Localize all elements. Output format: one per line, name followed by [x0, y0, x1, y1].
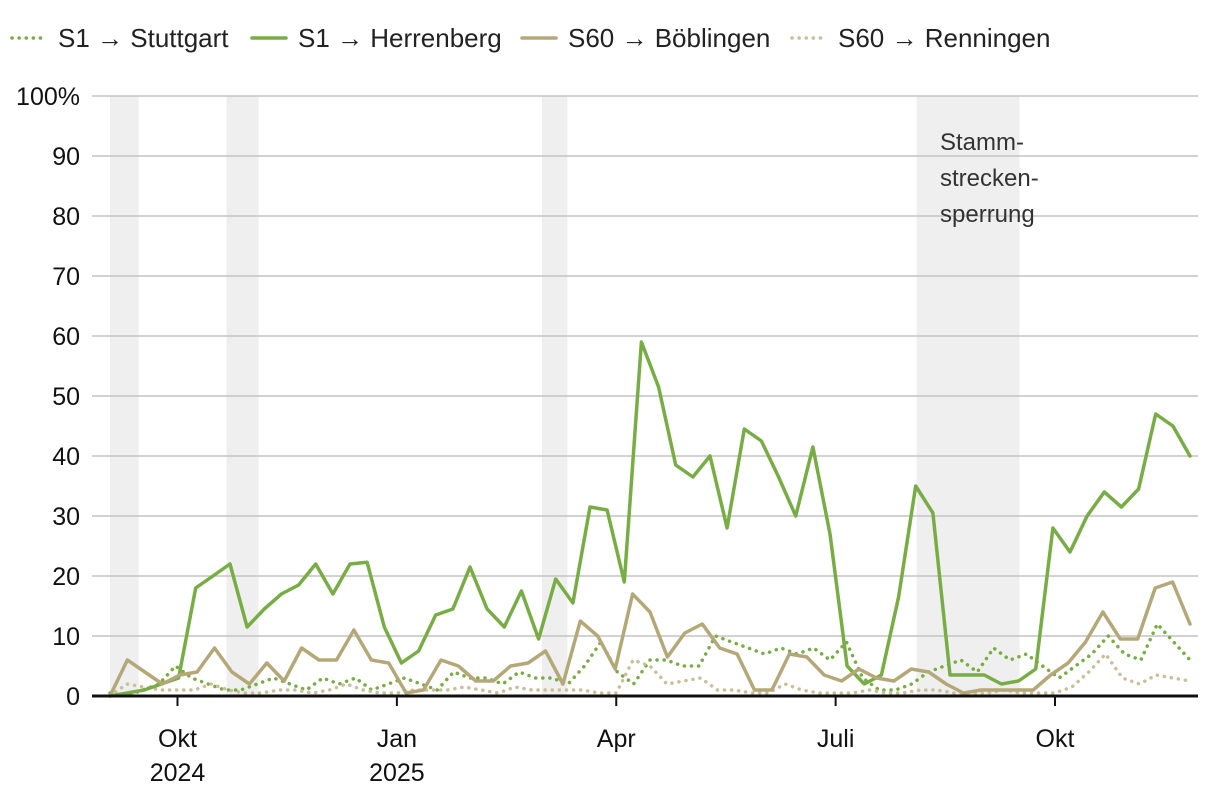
- x-tick-label: Apr: [597, 725, 636, 753]
- series-lines: [108, 340, 1192, 698]
- y-tick-label: 50: [52, 383, 80, 411]
- annotation-line: Stamm-: [940, 129, 1024, 156]
- legend-label-0: S1 → Stuttgart: [58, 23, 229, 53]
- y-tick-label: 10: [52, 623, 80, 651]
- legend: S1 → Stuttgart S1 → Herrenberg S60 → Böbli…: [10, 23, 1050, 53]
- gridlines: [92, 95, 1198, 637]
- annotation-line: strecken-: [940, 165, 1039, 192]
- series-line-2: [108, 580, 1192, 698]
- y-tick-label: 40: [52, 443, 80, 471]
- x-tick-label: Okt: [1036, 725, 1075, 753]
- annotation-line: sperrung: [940, 201, 1035, 228]
- legend-label-2: S60 → Böblingen: [568, 23, 770, 53]
- y-tick-label: 20: [52, 563, 80, 591]
- x-tick-label: Okt: [158, 725, 197, 753]
- y-tick-label: 80: [52, 203, 80, 231]
- x-tick-label: Juli: [817, 725, 855, 753]
- y-tick-label: 100%: [16, 83, 80, 111]
- legend-label-1: S1 → Herrenberg: [298, 23, 502, 53]
- y-tick-label: 90: [52, 143, 80, 171]
- y-tick-label: 30: [52, 503, 80, 531]
- legend-label-3: S60 → Renningen: [838, 23, 1050, 53]
- y-tick-label: 0: [66, 683, 80, 711]
- annotation: Stamm-strecken-sperrung: [940, 129, 1039, 228]
- axes: 100% 90 80 70 60 50 40 30 20 10 0 Okt 2024 Jan 2025 Apr…: [16, 83, 1198, 787]
- series-line-1: [108, 340, 1192, 698]
- y-tick-label: 60: [52, 323, 80, 351]
- x-tick-sublabel: 2025: [369, 759, 425, 787]
- y-tick-label: 70: [52, 263, 80, 291]
- x-tick-sublabel: 2024: [150, 759, 206, 787]
- x-tick-label: Jan: [377, 725, 417, 753]
- series-line-0: [108, 622, 1192, 698]
